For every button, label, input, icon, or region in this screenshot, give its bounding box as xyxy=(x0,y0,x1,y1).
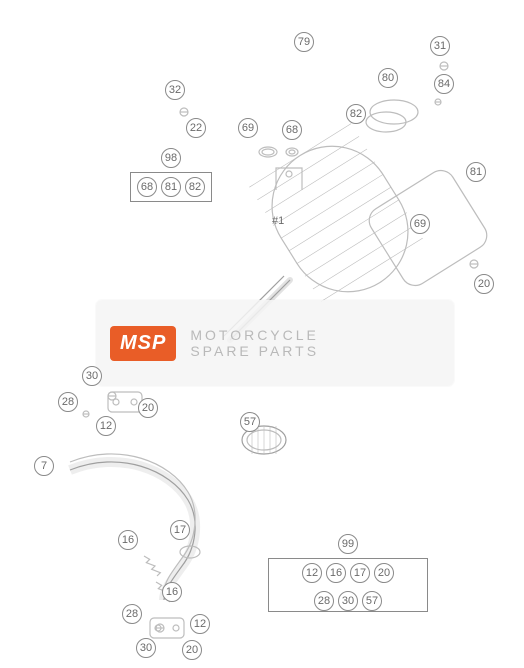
callout-79: 79 xyxy=(294,32,314,52)
kit-item-16: 16 xyxy=(326,563,346,583)
callout-69: 69 xyxy=(238,118,258,138)
callout-30: 30 xyxy=(82,366,102,386)
kit-item-28: 28 xyxy=(314,591,334,611)
callout-69: 69 xyxy=(410,214,430,234)
callout-22: 22 xyxy=(186,118,206,138)
watermark-badge: MSP xyxy=(110,326,176,361)
callout-84: 84 xyxy=(434,74,454,94)
kit-item-57: 57 xyxy=(362,591,382,611)
kit-box-98: 688182 xyxy=(130,172,212,202)
kit-box-99: 12161720 283057 xyxy=(268,558,428,612)
callout-82: 82 xyxy=(346,104,366,124)
callout-28: 28 xyxy=(58,392,78,412)
watermark: MSP MOTORCYCLE SPARE PARTS xyxy=(96,300,454,386)
callout-31: 31 xyxy=(430,36,450,56)
kit-item-12: 12 xyxy=(302,563,322,583)
callout-17: 17 xyxy=(170,520,190,540)
callout-57: 57 xyxy=(240,412,260,432)
callout-68: 68 xyxy=(282,120,302,140)
kit-header-99: 99 xyxy=(338,534,358,554)
watermark-line1: MOTORCYCLE xyxy=(190,327,319,343)
callout-28: 28 xyxy=(122,604,142,624)
watermark-text: MOTORCYCLE SPARE PARTS xyxy=(190,327,319,359)
callout-20: 20 xyxy=(474,274,494,294)
kit-item-81: 81 xyxy=(161,177,181,197)
watermark-line2: SPARE PARTS xyxy=(190,343,319,359)
callout-32: 32 xyxy=(165,80,185,100)
callout-81: 81 xyxy=(466,162,486,182)
callout-80: 80 xyxy=(378,68,398,88)
callout-16: 16 xyxy=(118,530,138,550)
kit-item-30: 30 xyxy=(338,591,358,611)
kit-header-98: 98 xyxy=(161,148,181,168)
callout-12: 12 xyxy=(190,614,210,634)
kit-item-68: 68 xyxy=(137,177,157,197)
kit-item-82: 82 xyxy=(185,177,205,197)
kit-item-17: 17 xyxy=(350,563,370,583)
callout-30: 30 xyxy=(136,638,156,658)
callout-12: 12 xyxy=(96,416,116,436)
callout-20: 20 xyxy=(182,640,202,660)
diagram-stage: MSP MOTORCYCLE SPARE PARTS 79 31 32 80 84 22 6… xyxy=(0,0,524,668)
label-1: #1 xyxy=(272,216,284,227)
callout-16: 16 xyxy=(162,582,182,602)
callout-20: 20 xyxy=(138,398,158,418)
callout-7: 7 xyxy=(34,456,54,476)
kit-item-20: 20 xyxy=(374,563,394,583)
